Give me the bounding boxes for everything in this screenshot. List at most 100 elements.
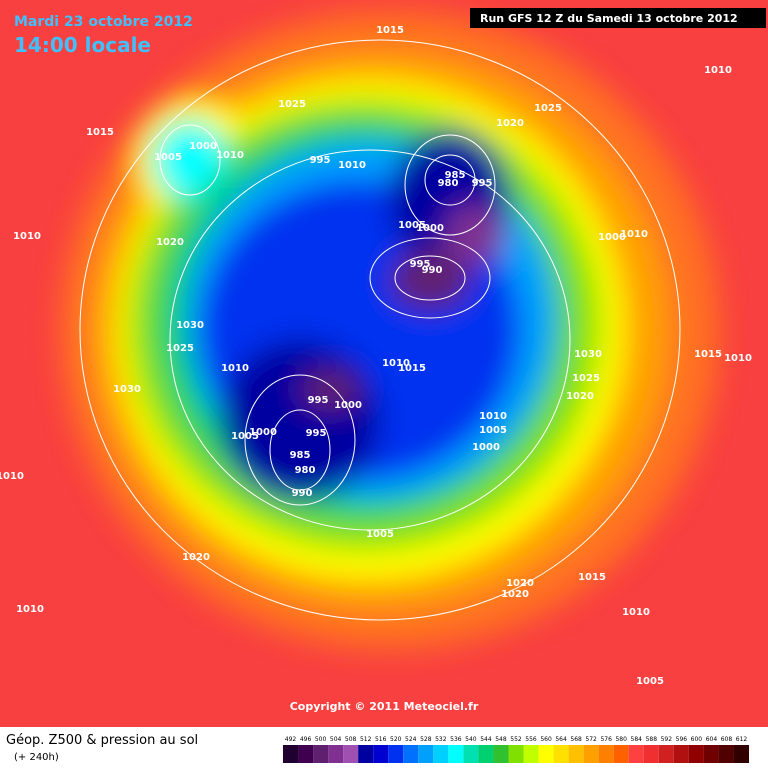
isobar-label: 995: [306, 428, 327, 439]
legend-swatch: [478, 745, 494, 763]
legend-label: 496: [300, 736, 312, 743]
isobar-label: 1005: [154, 152, 182, 163]
legend-label: 512: [360, 736, 372, 743]
isobar-label: 1005: [231, 431, 259, 442]
legend-swatch: [703, 745, 719, 763]
footer-title: Géop. Z500 & pression au sol: [6, 733, 198, 748]
isobar-label: 1020: [566, 391, 594, 402]
legend-swatch: [403, 745, 419, 763]
legend-label: 532: [435, 736, 447, 743]
legend-label: 608: [721, 736, 733, 743]
isobar-label: 1030: [574, 349, 602, 360]
legend-swatch: [283, 745, 299, 763]
isobar-label: 1000: [472, 442, 500, 453]
isobar-label: 1020: [501, 589, 529, 600]
legend-swatch: [448, 745, 464, 763]
legend-swatch: [463, 745, 479, 763]
isobar-label: 995: [472, 178, 493, 189]
legend-label: 604: [706, 736, 718, 743]
isobar-label: 1025: [534, 103, 562, 114]
legend-swatch: [628, 745, 644, 763]
isobar-label: 1030: [113, 384, 141, 395]
legend-swatch: [433, 745, 449, 763]
legend-swatch: [343, 745, 359, 763]
run-box: [470, 8, 766, 28]
legend-swatch: [358, 745, 374, 763]
legend-swatch: [568, 745, 584, 763]
legend-label: 596: [676, 736, 688, 743]
date-label: Mardi 23 octobre 2012: [14, 14, 193, 30]
isobar-label: 1005: [398, 220, 426, 231]
isobar-label: 1000: [416, 223, 444, 234]
run-label: Run GFS 12 Z du Samedi 13 octobre 2012: [480, 12, 738, 25]
isobar-label: 1000: [249, 427, 277, 438]
legend-swatch: [643, 745, 659, 763]
legend-label: 508: [345, 736, 357, 743]
isobar-label: 1010: [13, 231, 41, 242]
isobar-label: 1000: [598, 232, 626, 243]
geopotential-field: Mardi 23 octobre 2012 14:00 locale Run G…: [0, 0, 768, 727]
legend-label: 520: [390, 736, 402, 743]
isobar-label: 1015: [398, 363, 426, 374]
isobar-label: 1010: [724, 353, 752, 364]
isobar-label: 1005: [479, 425, 507, 436]
legend-swatch: [598, 745, 614, 763]
footer-lead: (+ 240h): [14, 752, 59, 763]
legend-label: 536: [450, 736, 462, 743]
isobar-label: 1025: [166, 343, 194, 354]
legend-label: 572: [585, 736, 597, 743]
legend-label: 560: [540, 736, 552, 743]
isobar-label: 1000: [189, 141, 217, 152]
isobar-label: 1015: [86, 127, 114, 138]
isobar-label: 985: [290, 450, 311, 461]
isobar-label: 1010: [16, 604, 44, 615]
isobar-label: 990: [422, 265, 443, 276]
isobar-label: 1010: [382, 358, 410, 369]
legend-label: 564: [555, 736, 567, 743]
isobar-label: 1025: [278, 99, 306, 110]
legend-label: 540: [465, 736, 477, 743]
isobar-label: 1010: [0, 471, 24, 482]
legend-label: 600: [691, 736, 703, 743]
legend-label: 516: [375, 736, 387, 743]
legend-swatch: [613, 745, 629, 763]
legend-label: 492: [285, 736, 297, 743]
legend-swatch: [418, 745, 434, 763]
legend-label: 500: [315, 736, 327, 743]
legend-swatch: [733, 745, 749, 763]
isobar-label: 1015: [694, 349, 722, 360]
isobar-label: 995: [410, 259, 431, 270]
legend-label: 592: [661, 736, 673, 743]
isobar-label: 1005: [636, 676, 664, 687]
legend-swatch: [388, 745, 404, 763]
isobar-label: 1015: [578, 572, 606, 583]
legend-swatch: [673, 745, 689, 763]
legend-label: 548: [495, 736, 507, 743]
legend-label: 584: [631, 736, 643, 743]
isobar-label: 995: [310, 155, 331, 166]
legend-swatch: [373, 745, 389, 763]
legend-swatch: [298, 745, 314, 763]
isobar-label: 1000: [334, 400, 362, 411]
legend-label: 568: [570, 736, 582, 743]
time-label: 14:00 locale: [14, 33, 151, 57]
legend-swatch: [538, 745, 554, 763]
isobar-label: 985: [445, 170, 466, 181]
isobar-label: 1010: [338, 160, 366, 171]
legend-label: 588: [646, 736, 658, 743]
legend-swatch: [523, 745, 539, 763]
legend-swatch: [658, 745, 674, 763]
isobar-label: 1025: [572, 373, 600, 384]
legend-swatch: [718, 745, 734, 763]
legend-label: 528: [420, 736, 432, 743]
legend-label: 544: [480, 736, 492, 743]
isobar-label: 1010: [622, 607, 650, 618]
isobar-label: 995: [308, 395, 329, 406]
isobar-label: 1020: [156, 237, 184, 248]
isobar-label: 1015: [376, 25, 404, 36]
isobar-label: 1020: [506, 578, 534, 589]
isobar-label: 1010: [479, 411, 507, 422]
isobars: [79, 39, 681, 621]
